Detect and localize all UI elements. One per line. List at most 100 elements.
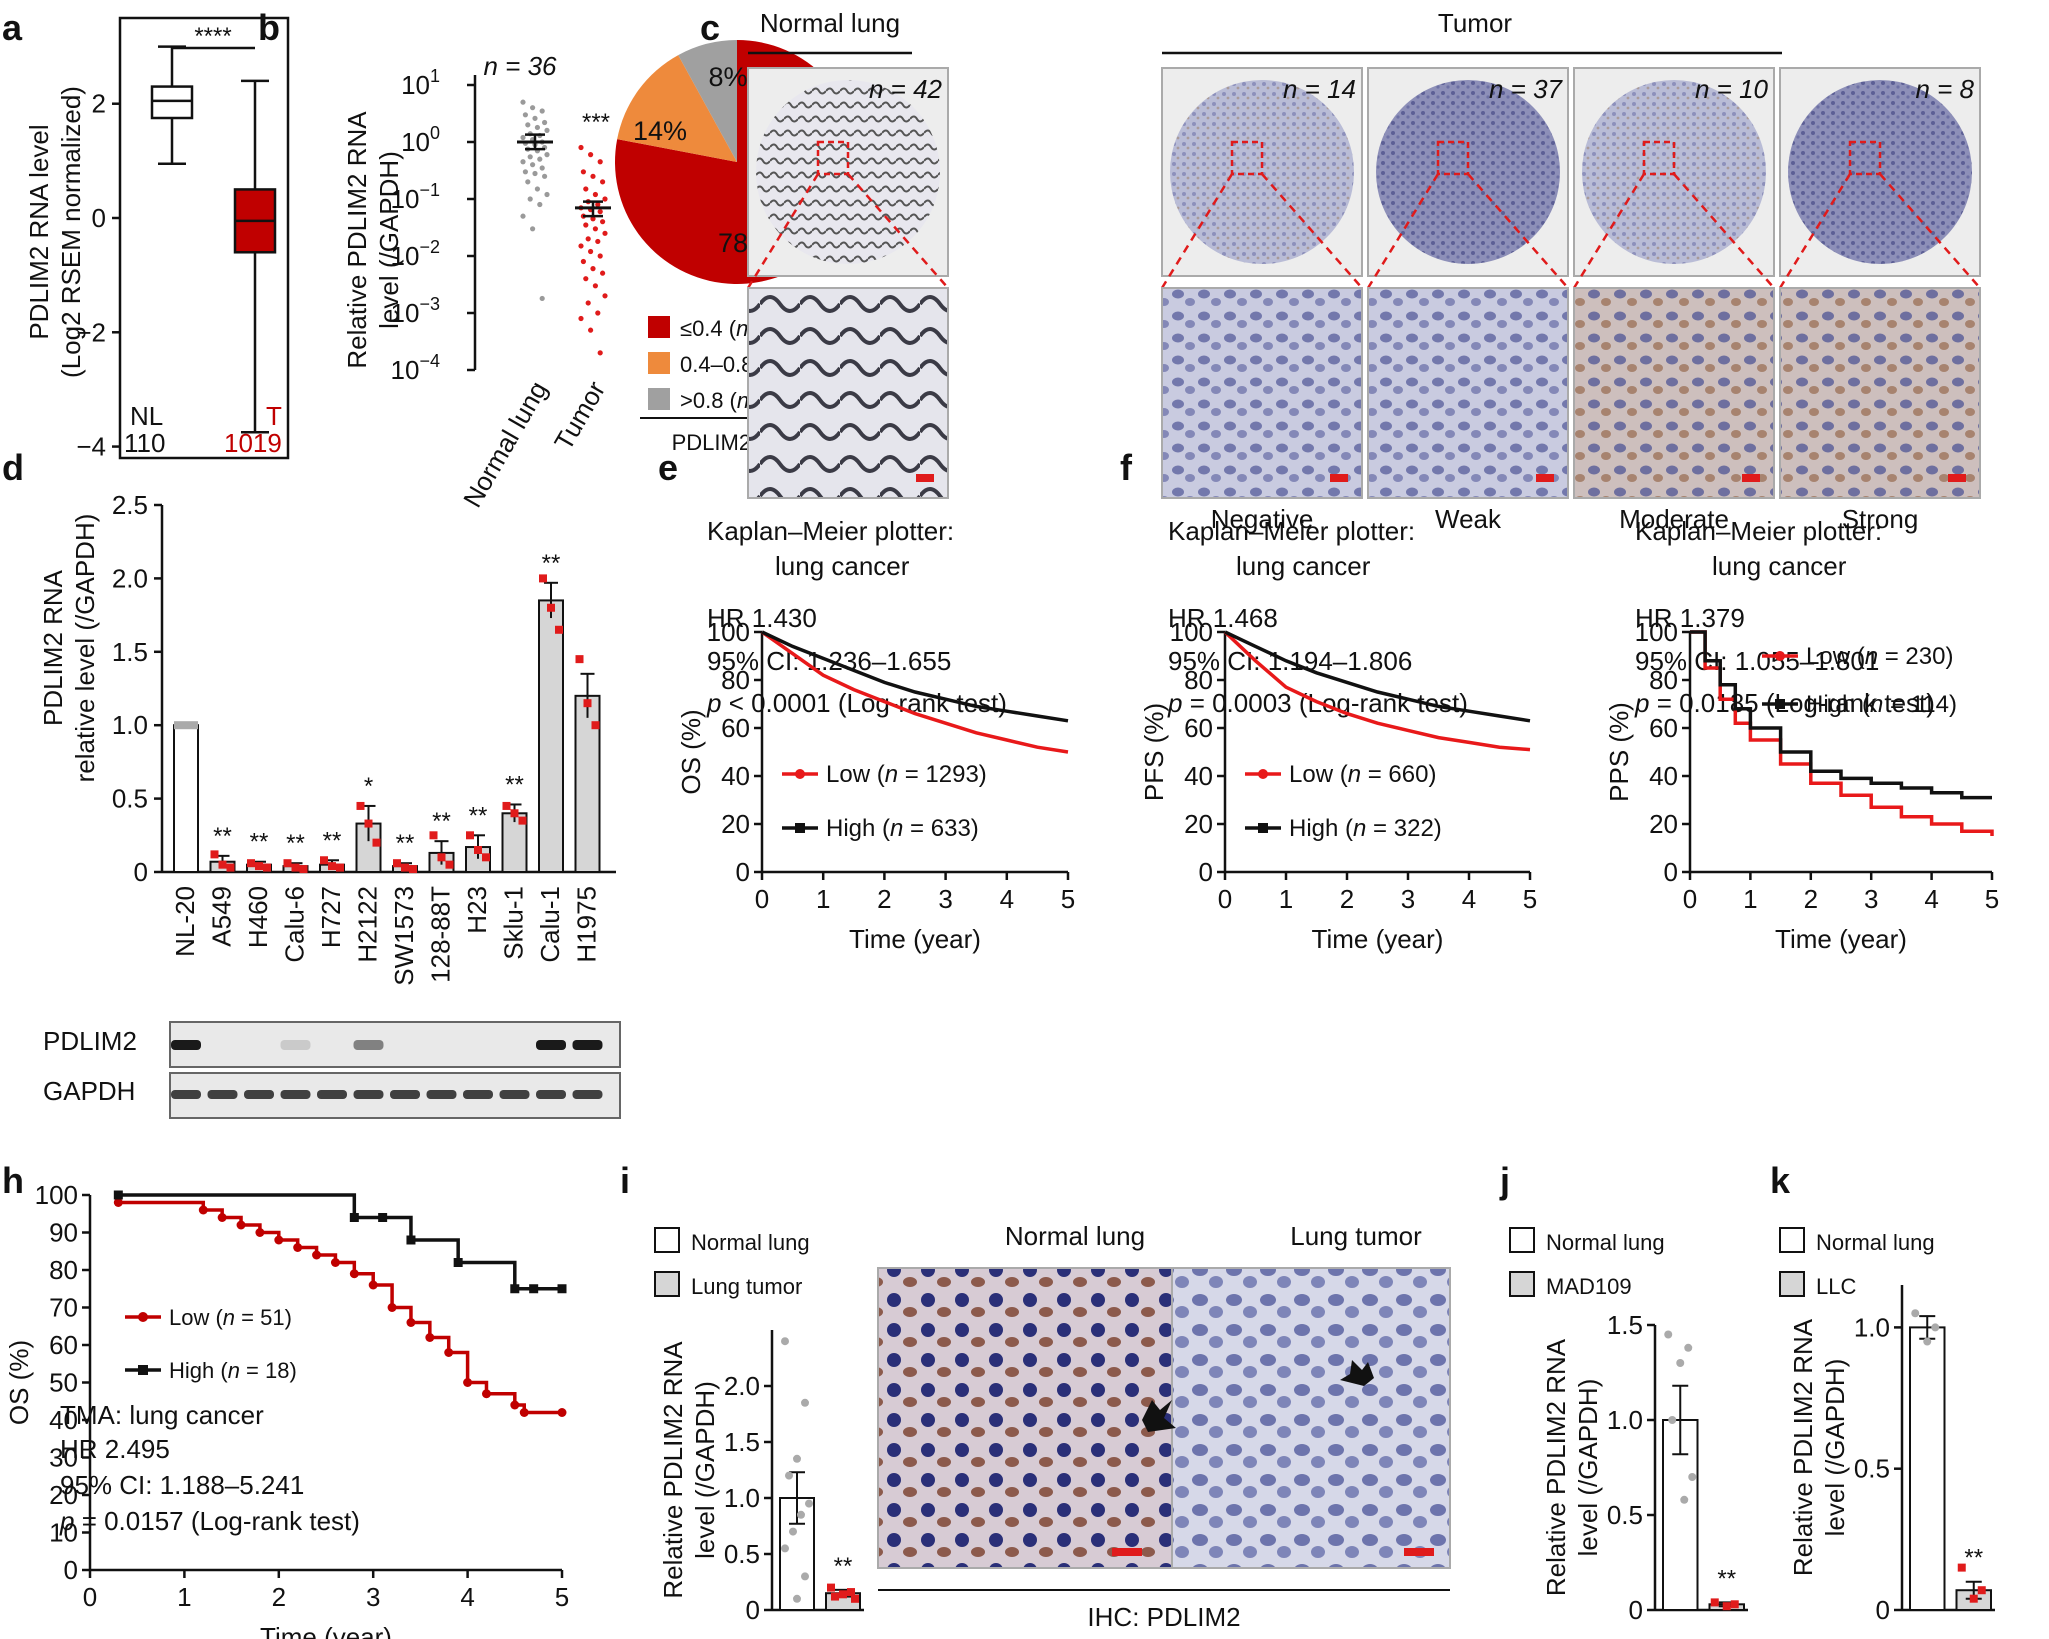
bar-ylabel-2: level (/GAPDH) xyxy=(690,1381,720,1559)
f-plot: 0 20 40 60 80 100 0 1 2 3 4 5 Time (year) PFS (%) Low … xyxy=(1139,617,1537,954)
km-legend-entry: High (n = 322) xyxy=(1289,815,1442,842)
km-censor-mark xyxy=(198,1205,208,1215)
bar-point xyxy=(1730,1600,1739,1609)
c-zoom-line xyxy=(847,173,949,289)
f-title-2: lung cancer xyxy=(1236,551,1371,581)
km-censor-mark xyxy=(510,1284,520,1294)
km-xtick-label: 4 xyxy=(1924,884,1938,914)
km-censor-mark xyxy=(113,1190,123,1200)
d-significance: ** xyxy=(469,802,488,829)
c-core-n: n = 8 xyxy=(1915,74,1974,104)
b-ytick-exp: −4 xyxy=(419,351,440,371)
b-ytick-label: 10−1 xyxy=(391,180,440,214)
bar-point xyxy=(1931,1323,1940,1332)
panel-b: Relative PDLIM2 RNA level (/GAPDH) n = 3… xyxy=(342,51,611,512)
d-significance: ** xyxy=(505,771,524,798)
b-point xyxy=(520,99,526,105)
d-category-label: H1975 xyxy=(572,886,602,963)
blot-band-gapdh xyxy=(390,1090,420,1099)
blot-band-gapdh xyxy=(171,1090,201,1099)
b-point xyxy=(578,243,584,249)
b-point xyxy=(520,134,526,141)
c-roi xyxy=(1436,140,1470,176)
km-legend-marker xyxy=(138,1312,148,1322)
bar-point xyxy=(781,1337,789,1346)
bar-legend-entry: Normal lung xyxy=(1816,1230,1935,1255)
blot-band-gapdh xyxy=(463,1090,493,1099)
km-ytick-label: 80 xyxy=(721,665,750,695)
km-curve-low xyxy=(1223,630,1531,752)
km-legend-marker xyxy=(795,769,805,779)
km-xtick-label: 3 xyxy=(938,884,952,914)
d-point xyxy=(247,859,255,868)
b-ytick-label: 10−4 xyxy=(391,351,440,385)
a-ytick-label: −2 xyxy=(76,317,106,347)
km-censor-mark xyxy=(349,1269,359,1279)
bar-ytick-label: 0 xyxy=(746,1595,760,1625)
d-ytick-label: 2.5 xyxy=(112,490,148,520)
c-core-caption: Weak xyxy=(1435,504,1502,534)
km-xtick-label: 1 xyxy=(816,884,830,914)
panel-d: PDLIM2 RNA relative level (/GAPDH) 0 0.5 1… xyxy=(38,490,621,1119)
d-point xyxy=(372,838,381,847)
panel-label-k: k xyxy=(1770,1160,1791,1201)
km-censor-mark xyxy=(378,1213,388,1222)
km-curve-low xyxy=(760,630,1069,754)
bar-legend-entry: MAD109 xyxy=(1546,1274,1632,1299)
km-censor-mark xyxy=(217,1213,227,1222)
pie-legend-swatch xyxy=(648,388,670,410)
b-point xyxy=(578,315,584,322)
km-censor-mark xyxy=(274,1235,284,1245)
c-core-4: n = 8 Strong xyxy=(1778,67,1981,534)
b-point xyxy=(530,105,536,111)
scale-bar xyxy=(916,474,934,482)
km-ytick-label: 40 xyxy=(1649,761,1678,791)
bar-point xyxy=(1676,1359,1685,1367)
b-point xyxy=(532,115,538,121)
blot-band-gapdh xyxy=(207,1090,238,1099)
h-p: p = 0.0157 (Log-rank test) xyxy=(59,1506,360,1536)
bar-point xyxy=(1664,1330,1673,1339)
blot-label-pdlim2: PDLIM2 xyxy=(43,1026,137,1056)
b-point xyxy=(527,196,533,202)
b-point xyxy=(583,276,589,282)
km-xlabel: Time (year) xyxy=(1312,924,1444,954)
b-point xyxy=(532,170,538,177)
c-core-1: n = 14 Negative xyxy=(1160,67,1363,534)
b-n-label: n = 36 xyxy=(483,51,557,81)
d-significance: ** xyxy=(323,827,342,854)
scale-bar xyxy=(1112,1548,1142,1556)
c-core-3: n = 10 Moderate xyxy=(1572,67,1775,534)
bar-ytick-label: 0.5 xyxy=(1854,1454,1890,1484)
d-point xyxy=(474,845,482,854)
b-point xyxy=(585,300,591,306)
c-roi xyxy=(1230,140,1264,176)
bar-ylabel-1: Relative PDLIM2 RNA xyxy=(1788,1318,1818,1576)
d-point xyxy=(226,863,235,872)
b-point xyxy=(585,236,591,242)
d-point xyxy=(291,863,300,872)
i-ihc-caption: IHC: PDLIM2 xyxy=(1087,1602,1240,1632)
km-ytick-label: 40 xyxy=(721,761,750,791)
b-point xyxy=(597,209,603,215)
km-xtick-label: 4 xyxy=(1000,884,1014,914)
e-hr: HR 1.430 xyxy=(707,603,817,633)
bar-point xyxy=(781,1544,789,1553)
blot-band-pdlim2 xyxy=(572,1040,603,1050)
blot-band-gapdh xyxy=(317,1090,347,1099)
a-ytick-label: 0 xyxy=(92,203,106,233)
km-ytick-label: 80 xyxy=(1649,665,1678,695)
bar-point xyxy=(801,1398,809,1407)
b-point xyxy=(602,293,608,299)
km-censor-mark xyxy=(312,1250,322,1260)
blot-band-pdlim2 xyxy=(280,1040,311,1050)
km-censor-mark xyxy=(387,1303,397,1312)
h-plot: 0 10 20 30 40 50 60 70 80 90 100 0 1 2 3 4 5 Time (year) O… xyxy=(4,1180,569,1639)
km-ytick-label: 0 xyxy=(736,857,750,887)
c-core-caption: Strong xyxy=(1842,504,1919,534)
g-plot: 0 20 40 60 80 100 0 1 2 3 4 5 Time (year) PPS (%) Low … xyxy=(1604,617,1999,954)
c-core-0: n = 42 xyxy=(746,67,949,499)
km-legend-marker xyxy=(795,823,805,833)
blot-band-pdlim2 xyxy=(171,1040,201,1050)
km-censor-mark xyxy=(453,1258,463,1267)
